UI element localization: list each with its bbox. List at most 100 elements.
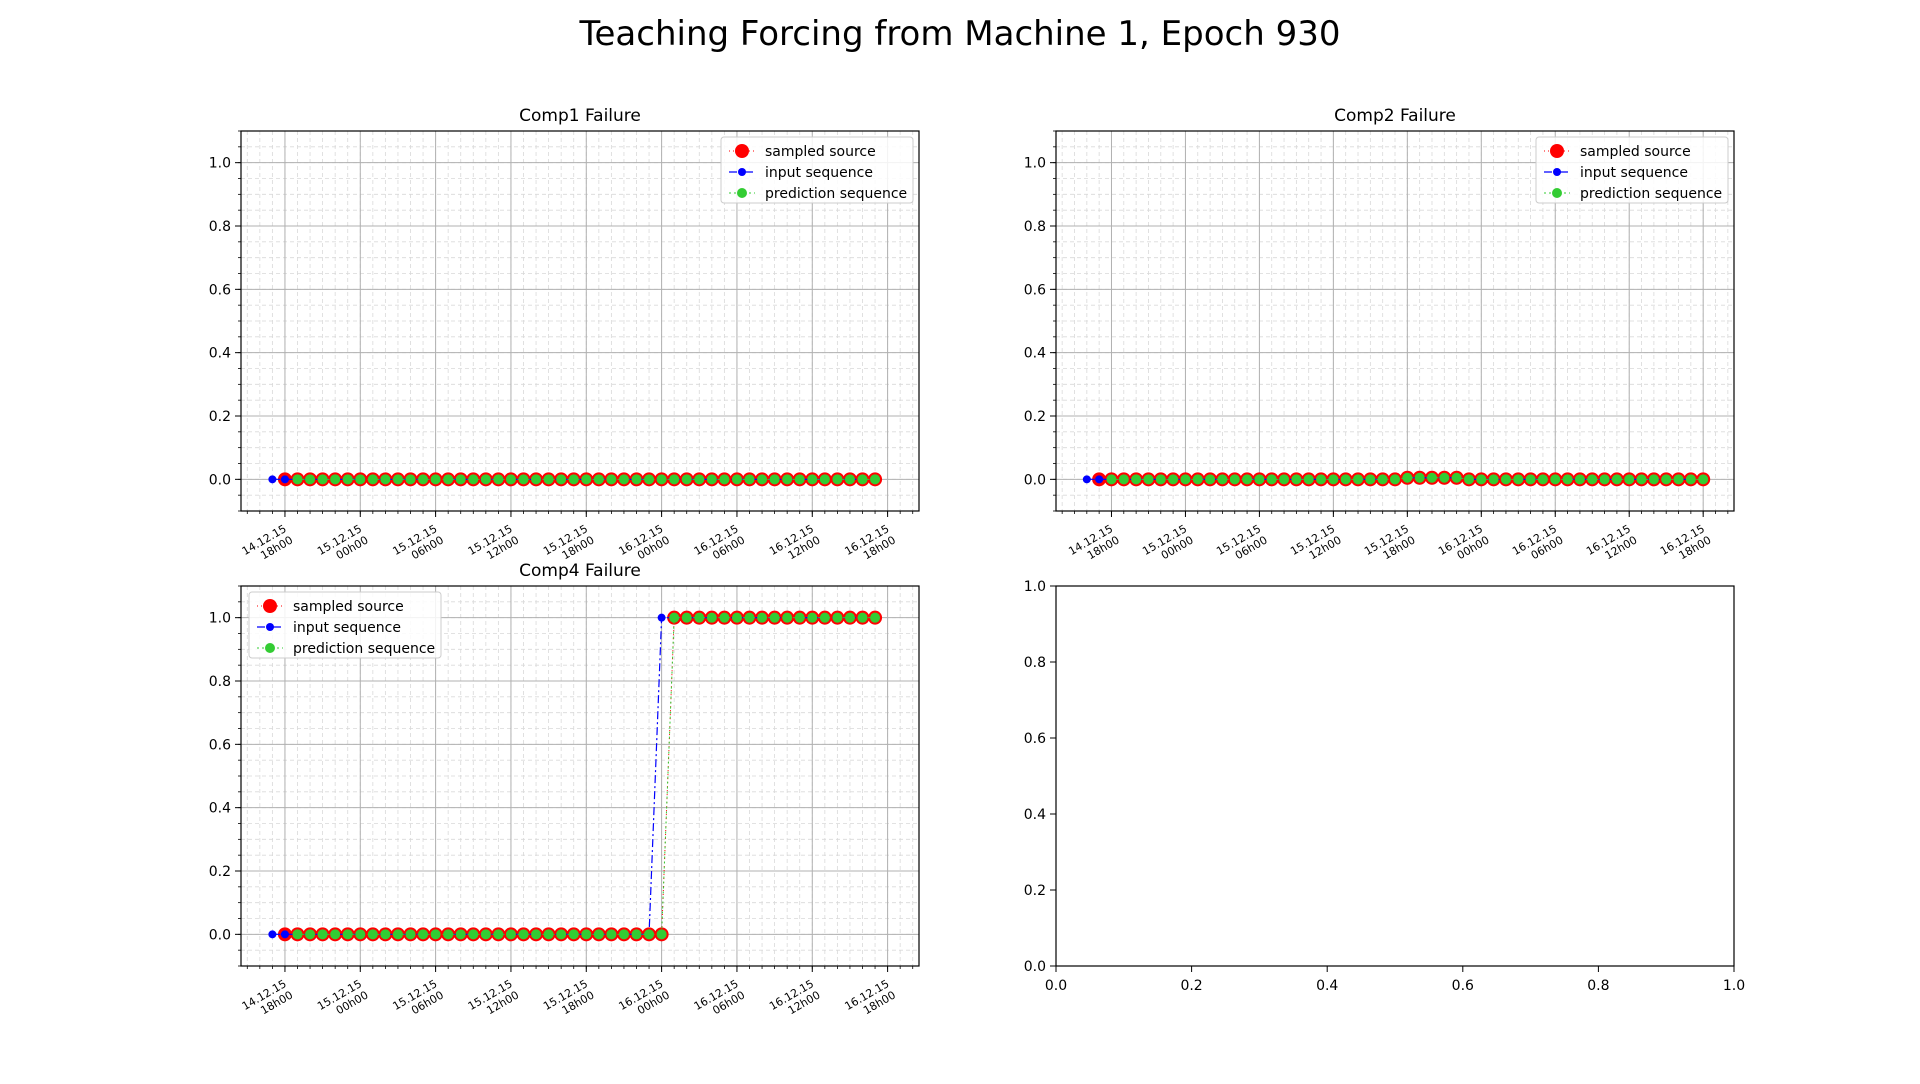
prediction-sequence-point xyxy=(1426,472,1437,483)
prediction-sequence-point xyxy=(531,929,542,940)
input-sequence-point xyxy=(268,930,277,939)
prediction-sequence-point xyxy=(1402,472,1413,483)
prediction-sequence-point xyxy=(1661,474,1672,485)
y-tick-label: 0.0 xyxy=(1024,472,1046,488)
prediction-sequence-point xyxy=(681,612,692,623)
prediction-sequence-point xyxy=(556,929,567,940)
prediction-sequence-point xyxy=(367,474,378,485)
prediction-sequence-point xyxy=(355,929,366,940)
prediction-sequence-point xyxy=(744,612,755,623)
prediction-sequence-point xyxy=(1118,474,1129,485)
prediction-sequence-point xyxy=(380,929,391,940)
prediction-sequence-point xyxy=(870,612,881,623)
y-tick-label: 0.4 xyxy=(1024,346,1046,362)
prediction-sequence-point xyxy=(455,929,466,940)
prediction-sequence-point xyxy=(455,474,466,485)
subplot-title: Comp1 Failure xyxy=(519,106,641,126)
prediction-sequence-point xyxy=(870,474,881,485)
prediction-sequence-point xyxy=(1205,474,1216,485)
y-tick-label: 0.6 xyxy=(209,737,231,753)
prediction-sequence-point xyxy=(618,929,629,940)
input-sequence-legend-label: input sequence xyxy=(1580,165,1688,181)
y-tick-label: 1.0 xyxy=(209,611,231,627)
prediction-sequence-point xyxy=(844,612,855,623)
prediction-sequence-point xyxy=(1155,474,1166,485)
input-sequence-legend-label: input sequence xyxy=(293,620,401,636)
prediction-sequence-point xyxy=(518,474,529,485)
prediction-sequence-point xyxy=(1217,474,1228,485)
prediction-sequence-point xyxy=(1488,474,1499,485)
y-tick-label: 0.4 xyxy=(1024,807,1046,823)
y-tick-label: 0.2 xyxy=(1024,409,1046,425)
x-tick-label: 0.4 xyxy=(1316,978,1338,994)
prediction-sequence-point xyxy=(1328,474,1339,485)
legend: sampled source input sequence prediction s… xyxy=(248,591,442,659)
prediction-sequence-point xyxy=(1316,474,1327,485)
prediction-sequence-point xyxy=(543,929,554,940)
prediction-sequence-point xyxy=(782,474,793,485)
prediction-sequence-point xyxy=(581,929,592,940)
legend-box xyxy=(248,591,442,659)
prediction-sequence-point xyxy=(644,474,655,485)
prediction-sequence-point xyxy=(644,929,655,940)
prediction-sequence-point xyxy=(405,474,416,485)
prediction-sequence-point xyxy=(1143,474,1154,485)
prediction-sequence-point xyxy=(568,474,579,485)
prediction-sequence-point xyxy=(556,474,567,485)
prediction-sequence-point xyxy=(1698,474,1709,485)
y-tick-label: 0.6 xyxy=(209,282,231,298)
prediction-sequence-point xyxy=(731,474,742,485)
prediction-sequence-point xyxy=(443,929,454,940)
prediction-sequence-point xyxy=(1574,474,1585,485)
prediction-sequence-point xyxy=(1254,474,1265,485)
prediction-sequence-point xyxy=(782,612,793,623)
prediction-sequence-point xyxy=(418,929,429,940)
legend: sampled source input sequence prediction s… xyxy=(1535,136,1729,204)
sampled-source-legend-label: sampled source xyxy=(293,599,404,615)
prediction-sequence-point xyxy=(480,929,491,940)
sampled-source-legend-marker xyxy=(263,599,277,613)
prediction-sequence-point xyxy=(380,474,391,485)
prediction-sequence-point xyxy=(1537,474,1548,485)
y-tick-label: 0.8 xyxy=(1024,655,1046,671)
x-tick-label: 0.2 xyxy=(1180,978,1202,994)
y-tick-label: 0.8 xyxy=(209,674,231,690)
prediction-sequence-point xyxy=(468,474,479,485)
prediction-sequence-point xyxy=(832,474,843,485)
prediction-sequence-legend-label: prediction sequence xyxy=(293,641,435,657)
x-tick-label: 0.0 xyxy=(1045,978,1067,994)
prediction-sequence-point xyxy=(1340,474,1351,485)
prediction-sequence-point xyxy=(1673,474,1684,485)
prediction-sequence-point xyxy=(418,474,429,485)
prediction-sequence-point xyxy=(1624,474,1635,485)
prediction-sequence-point xyxy=(1192,474,1203,485)
prediction-sequence-point xyxy=(631,929,642,940)
prediction-sequence-point xyxy=(342,474,353,485)
sampled-source-legend-label: sampled source xyxy=(1580,144,1691,160)
prediction-sequence-point xyxy=(706,612,717,623)
prediction-sequence-point xyxy=(1291,474,1302,485)
prediction-sequence-legend-marker xyxy=(265,643,275,653)
y-tick-label: 0.0 xyxy=(209,472,231,488)
prediction-sequence-legend-marker xyxy=(737,188,747,198)
prediction-sequence-point xyxy=(606,474,617,485)
x-tick-label: 0.8 xyxy=(1587,978,1609,994)
prediction-sequence-point xyxy=(330,929,341,940)
sampled-source-legend-marker xyxy=(1550,144,1564,158)
y-tick-label: 0.2 xyxy=(1024,883,1046,899)
prediction-sequence-point xyxy=(694,612,705,623)
prediction-sequence-point xyxy=(505,929,516,940)
